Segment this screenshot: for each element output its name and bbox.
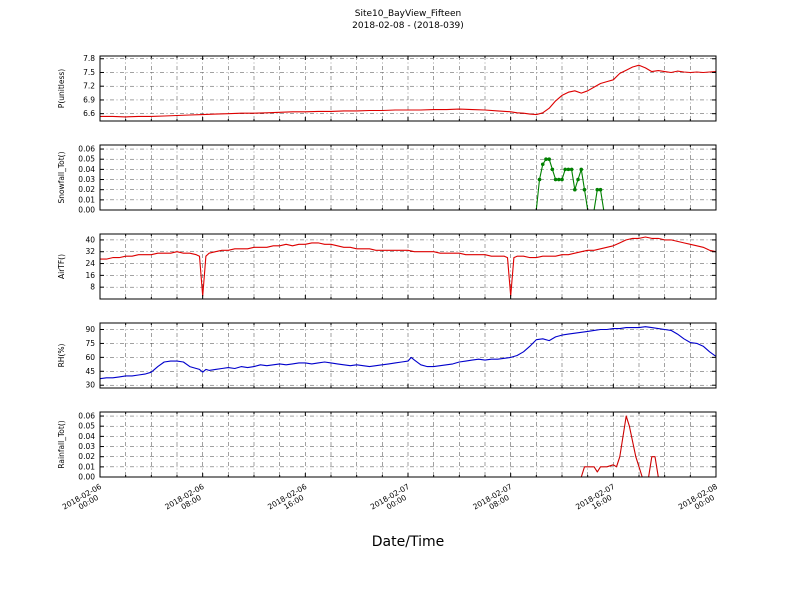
svg-text:2018-02-0708:00: 2018-02-0708:00 <box>471 482 517 519</box>
svg-text:0.00: 0.00 <box>78 473 95 482</box>
svg-text:75: 75 <box>85 339 95 348</box>
svg-text:0.01: 0.01 <box>78 195 95 204</box>
svg-text:0.02: 0.02 <box>78 452 95 461</box>
chart-title: Site10_BayView_Fifteen 2018-02-08 - (201… <box>8 8 800 32</box>
svg-text:RH(%): RH(%) <box>57 344 66 368</box>
svg-text:P(unitless): P(unitless) <box>57 69 66 108</box>
svg-text:2018-02-0800:00: 2018-02-0800:00 <box>677 482 723 519</box>
svg-text:16: 16 <box>85 271 95 280</box>
svg-text:32: 32 <box>85 247 95 256</box>
svg-text:24: 24 <box>85 259 95 268</box>
svg-text:2018-02-0600:00: 2018-02-0600:00 <box>61 482 107 519</box>
svg-text:0.05: 0.05 <box>78 422 95 431</box>
svg-text:7.2: 7.2 <box>83 82 95 91</box>
svg-text:Rainfall_Tot(): Rainfall_Tot() <box>57 420 66 468</box>
svg-text:8: 8 <box>90 283 95 292</box>
svg-text:90: 90 <box>85 325 95 334</box>
svg-text:7.5: 7.5 <box>83 68 95 77</box>
chart-title-line1: Site10_BayView_Fifteen <box>354 9 462 19</box>
svg-text:40: 40 <box>85 235 95 244</box>
svg-text:0.03: 0.03 <box>78 175 95 184</box>
svg-text:6.6: 6.6 <box>83 109 95 118</box>
svg-text:2018-02-0616:00: 2018-02-0616:00 <box>266 482 312 519</box>
chart-title-line2: 2018-02-08 - (2018-039) <box>352 21 464 31</box>
svg-text:6.9: 6.9 <box>83 95 95 104</box>
svg-text:2018-02-0608:00: 2018-02-0608:00 <box>163 482 209 519</box>
svg-text:0.03: 0.03 <box>78 442 95 451</box>
svg-text:30: 30 <box>85 381 95 390</box>
svg-text:60: 60 <box>85 353 95 362</box>
svg-text:45: 45 <box>85 367 95 376</box>
svg-text:0.00: 0.00 <box>78 206 95 215</box>
svg-text:Snowfall_Tot(): Snowfall_Tot() <box>57 151 66 203</box>
svg-text:0.04: 0.04 <box>78 165 95 174</box>
svg-text:0.06: 0.06 <box>78 145 95 154</box>
svg-text:7.8: 7.8 <box>83 54 95 63</box>
svg-text:AirTF(): AirTF() <box>57 254 66 279</box>
svg-text:0.05: 0.05 <box>78 155 95 164</box>
svg-text:0.06: 0.06 <box>78 412 95 421</box>
svg-text:0.02: 0.02 <box>78 185 95 194</box>
svg-text:2018-02-0700:00: 2018-02-0700:00 <box>369 482 415 519</box>
x-axis-title: Date/Time <box>371 534 445 550</box>
svg-text:0.01: 0.01 <box>78 462 95 471</box>
svg-text:0.04: 0.04 <box>78 432 95 441</box>
svg-text:2018-02-0716:00: 2018-02-0716:00 <box>574 482 620 519</box>
